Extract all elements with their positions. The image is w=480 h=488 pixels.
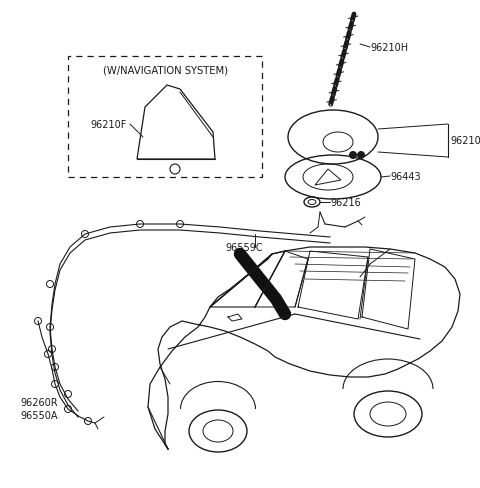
Circle shape <box>357 152 365 160</box>
Text: (W/NAVIGATION SYSTEM): (W/NAVIGATION SYSTEM) <box>103 66 228 76</box>
Text: 96260R: 96260R <box>20 397 58 407</box>
Text: 96210F: 96210F <box>90 120 126 130</box>
Circle shape <box>349 152 357 160</box>
Text: 96550A: 96550A <box>20 410 58 420</box>
Text: 96210F: 96210F <box>450 136 480 146</box>
Bar <box>68 57 262 178</box>
Text: 96559C: 96559C <box>225 243 263 252</box>
Text: 96216: 96216 <box>330 198 361 207</box>
Text: 96443: 96443 <box>390 172 420 182</box>
Text: 96210H: 96210H <box>370 43 408 53</box>
